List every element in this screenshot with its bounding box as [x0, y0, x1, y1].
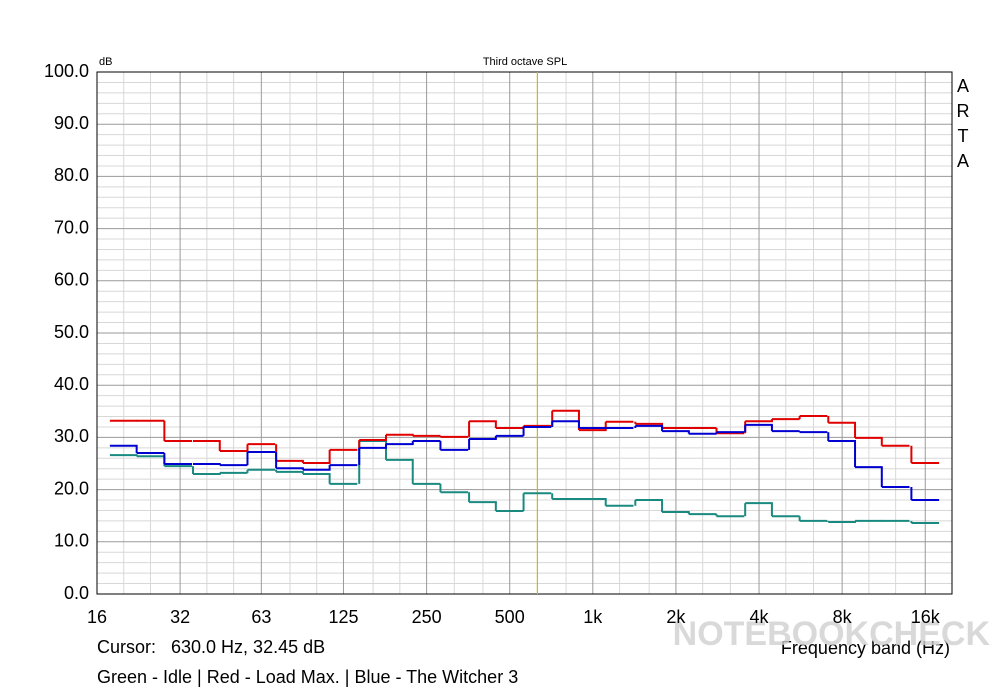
x-tick-label: 250 [412, 607, 442, 627]
y-tick-label: 30.0 [54, 426, 89, 446]
legend-text: Green - Idle | Red - Load Max. | Blue - … [97, 667, 518, 687]
y-tick-label: 40.0 [54, 374, 89, 394]
y-tick-label: 0.0 [64, 583, 89, 603]
y-tick-label: 80.0 [54, 165, 89, 185]
x-tick-label: 125 [328, 607, 358, 627]
x-tick-label: 8k [833, 607, 853, 627]
y-tick-label: 50.0 [54, 322, 89, 342]
y-tick-label: 100.0 [44, 61, 89, 81]
y-tick-label: 60.0 [54, 270, 89, 290]
x-tick-label: 16 [87, 607, 107, 627]
x-tick-label: 2k [666, 607, 686, 627]
y-tick-label: 90.0 [54, 113, 89, 133]
x-tick-label: 32 [170, 607, 190, 627]
x-tick-label: 500 [495, 607, 525, 627]
x-tick-label: 1k [583, 607, 603, 627]
y-tick-label: 10.0 [54, 531, 89, 551]
x-tick-label: 63 [251, 607, 271, 627]
plot-frame [96, 71, 953, 595]
chart-title: Third octave SPL [483, 56, 567, 68]
y-tick-label: 20.0 [54, 478, 89, 498]
side-label: ARTA [956, 76, 970, 171]
watermark: NOTEBOOKCHECK [673, 615, 991, 653]
x-tick-label: 16k [911, 607, 941, 627]
cursor-readout: Cursor: 630.0 Hz, 32.45 dB [97, 637, 325, 657]
y-tick-label: 70.0 [54, 217, 89, 237]
y-axis-label: dB [99, 56, 112, 68]
x-axis-label: Frequency band (Hz) [781, 638, 950, 658]
x-tick-label: 4k [750, 607, 770, 627]
